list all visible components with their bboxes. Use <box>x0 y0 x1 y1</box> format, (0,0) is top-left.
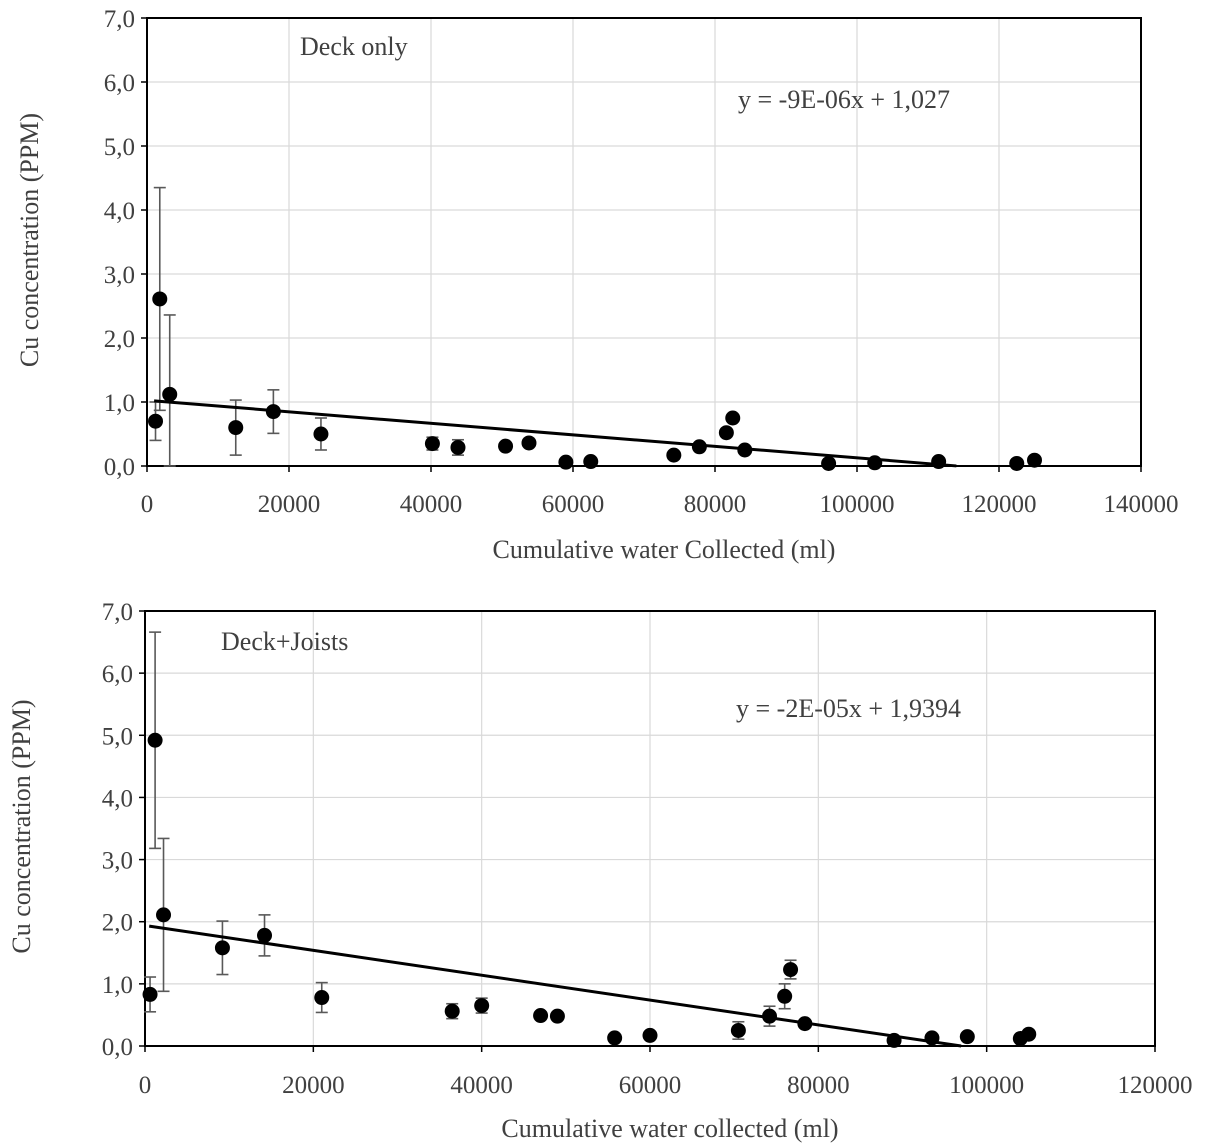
y-tick-label: 7,0 <box>104 6 135 33</box>
data-point <box>1021 1026 1037 1042</box>
data-point <box>1027 452 1042 468</box>
data-point <box>931 454 947 470</box>
y-tick-label: 0,0 <box>104 454 135 481</box>
data-point <box>450 439 466 455</box>
data-point <box>762 1008 778 1024</box>
data-point <box>777 988 793 1004</box>
data-point <box>1009 455 1025 471</box>
data-point <box>666 447 682 463</box>
data-point <box>959 1029 975 1045</box>
x-tick-label: 140000 <box>1104 491 1179 518</box>
y-tick-label: 4,0 <box>102 785 133 812</box>
y-axis-title: Cu concentration (PPM) <box>15 113 44 367</box>
plot-frame <box>146 17 1142 467</box>
x-tick-label: 20000 <box>258 491 321 518</box>
data-point <box>521 435 537 451</box>
data-point <box>148 413 164 429</box>
y-axis-title: Cu concentration (PPM) <box>7 699 36 953</box>
data-point <box>737 442 753 458</box>
data-point <box>886 1032 902 1048</box>
data-point <box>265 404 281 420</box>
y-tick-label: 1,0 <box>104 390 135 417</box>
y-tick-label: 3,0 <box>104 262 135 289</box>
x-tick-label: 120000 <box>1118 1072 1193 1099</box>
series-label: Deck+Joists <box>221 627 348 656</box>
data-point <box>147 732 163 748</box>
y-tick-label: 5,0 <box>104 134 135 161</box>
x-tick-label: 0 <box>141 491 154 518</box>
y-tick-label: 5,0 <box>102 723 133 750</box>
data-point <box>313 426 329 442</box>
y-tick-label: 2,0 <box>102 910 133 937</box>
y-tick-label: 4,0 <box>104 198 135 225</box>
data-point <box>444 1003 460 1019</box>
data-point <box>424 436 440 452</box>
data-point <box>821 455 837 471</box>
x-tick-label: 60000 <box>619 1072 682 1099</box>
data-point <box>549 1008 565 1024</box>
data-point <box>725 410 741 426</box>
data-point <box>474 998 490 1014</box>
series-label: Deck only <box>300 32 408 61</box>
y-tick-label: 7,0 <box>102 599 133 626</box>
y-tick-label: 3,0 <box>102 848 133 875</box>
y-tick-label: 6,0 <box>102 661 133 688</box>
x-tick-label: 100000 <box>820 491 895 518</box>
x-tick-label: 80000 <box>684 491 747 518</box>
data-point <box>498 438 514 454</box>
data-point <box>558 454 574 470</box>
x-tick-label: 20000 <box>282 1072 345 1099</box>
trendline <box>148 924 962 1048</box>
data-point <box>642 1027 658 1043</box>
y-tick-label: 2,0 <box>104 326 135 353</box>
x-tick-label: 0 <box>139 1072 152 1099</box>
data-point <box>162 386 178 402</box>
data-point <box>583 454 599 470</box>
x-tick-label: 100000 <box>949 1072 1024 1099</box>
x-tick-label: 40000 <box>450 1072 513 1099</box>
data-point <box>156 907 172 923</box>
trendline-equation: y = -2E-05x + 1,9394 <box>736 694 961 723</box>
data-point <box>730 1022 746 1038</box>
x-axis-title: Cumulative water collected (ml) <box>501 1114 838 1143</box>
data-point <box>924 1030 940 1046</box>
x-axis-title: Cumulative water Collected (ml) <box>493 535 836 564</box>
trendline-equation: y = -9E-06x + 1,027 <box>738 85 950 114</box>
data-point <box>314 990 330 1006</box>
data-point <box>214 940 230 956</box>
chart-panel-1: 0 20000 40000 60000 80000 100000 120000 140000 0… <box>15 6 1179 564</box>
data-point <box>797 1016 813 1032</box>
x-tick-label: 60000 <box>542 491 605 518</box>
data-point <box>228 420 244 436</box>
y-tick-label: 1,0 <box>102 972 133 999</box>
data-point <box>783 962 799 978</box>
data-point <box>718 425 734 441</box>
data-point <box>257 927 273 943</box>
data-point <box>607 1030 623 1046</box>
data-point <box>533 1008 549 1024</box>
data-point <box>152 291 168 307</box>
x-tick-label: 40000 <box>400 491 463 518</box>
data-point <box>867 455 883 471</box>
y-tick-label: 0,0 <box>102 1034 133 1061</box>
data-point <box>691 439 707 455</box>
data-point <box>142 986 158 1002</box>
y-tick-label: 6,0 <box>104 70 135 97</box>
chart-panel-2: 0 20000 40000 60000 80000 100000 120000 0,0 1,0 2… <box>7 599 1193 1143</box>
x-tick-label: 120000 <box>962 491 1037 518</box>
x-tick-label: 80000 <box>787 1072 850 1099</box>
trendline <box>153 399 957 468</box>
